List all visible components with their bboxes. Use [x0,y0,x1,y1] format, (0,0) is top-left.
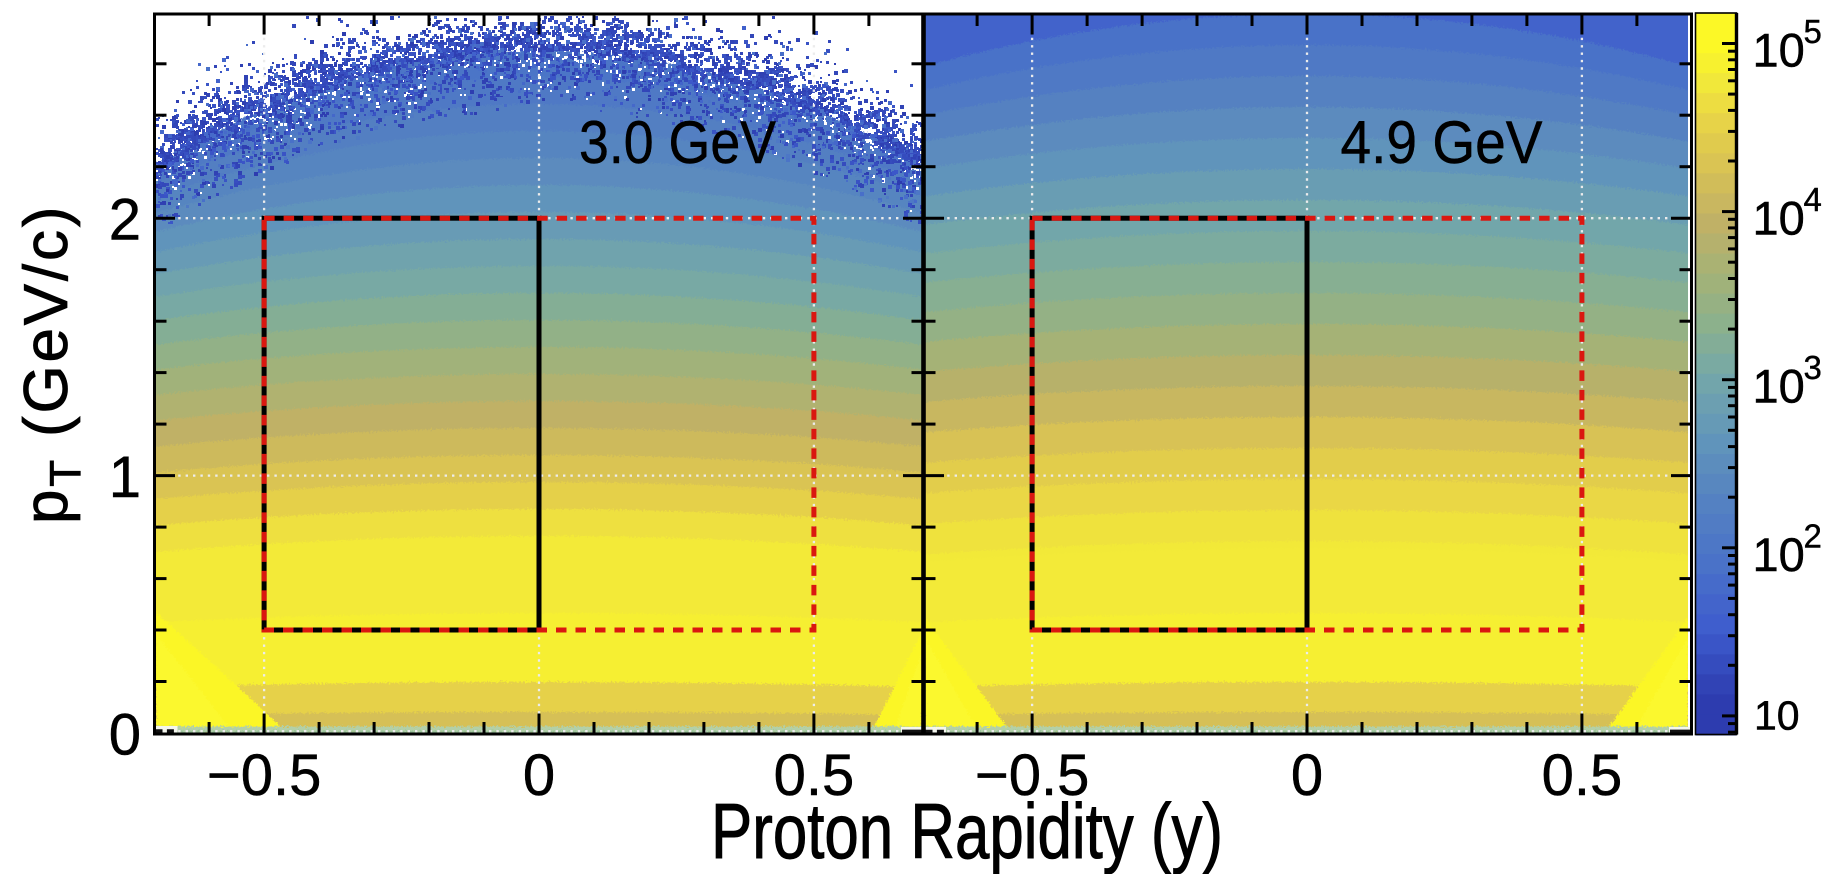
svg-text:0.5: 0.5 [1542,743,1623,808]
svg-text:3.0 GeV: 3.0 GeV [579,109,776,176]
svg-text:10: 10 [1753,192,1805,245]
svg-text:10: 10 [1753,24,1805,77]
svg-text:3: 3 [1804,349,1822,386]
svg-text:2: 2 [109,188,141,253]
svg-text:10: 10 [1753,528,1805,581]
svg-text:0: 0 [523,743,555,808]
svg-text:0.5: 0.5 [774,743,855,808]
svg-text:Proton Rapidity (y): Proton Rapidity (y) [711,787,1223,874]
svg-text:2: 2 [1804,517,1822,554]
svg-text:4: 4 [1804,181,1822,218]
svg-text:pT (GeV/c): pT (GeV/c) [12,204,90,524]
svg-text:5: 5 [1804,13,1822,50]
svg-text:0: 0 [1291,743,1323,808]
svg-text:1: 1 [109,445,141,510]
svg-text:0: 0 [109,703,141,768]
svg-text:−0.5: −0.5 [207,743,322,808]
svg-text:−0.5: −0.5 [975,743,1090,808]
svg-text:4.9 GeV: 4.9 GeV [1341,109,1543,176]
svg-text:10: 10 [1754,693,1800,739]
svg-text:10: 10 [1753,360,1805,413]
